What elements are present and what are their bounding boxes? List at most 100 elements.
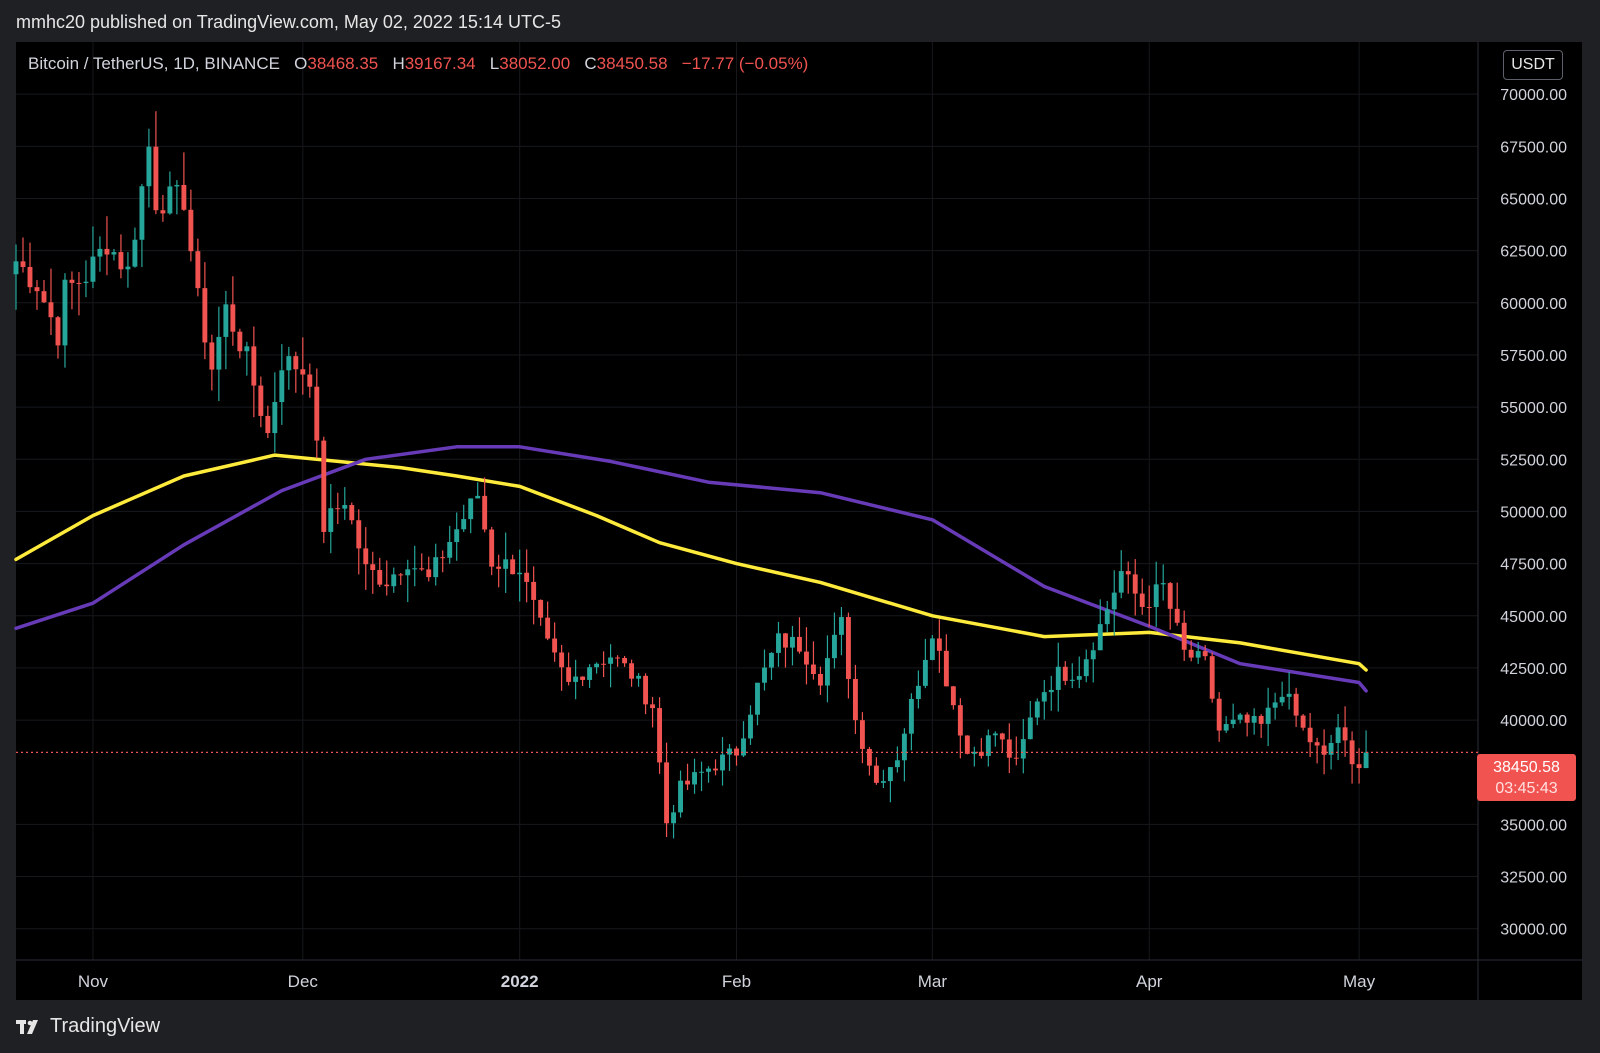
candle	[1146, 585, 1152, 627]
price-tick-label: 30000.00	[1500, 922, 1567, 939]
candle	[1293, 687, 1299, 727]
time-tick-label: 2022	[501, 972, 539, 991]
candle	[936, 619, 942, 673]
tradingview-logo-icon	[16, 1020, 38, 1034]
candle	[1160, 564, 1166, 601]
brand-name: TradingView	[50, 1015, 161, 1037]
candle	[1090, 642, 1096, 683]
candle	[195, 238, 201, 297]
candle	[41, 280, 47, 304]
candle	[209, 334, 215, 391]
candle	[496, 554, 502, 588]
candle	[901, 728, 907, 782]
candle	[615, 655, 621, 667]
candle	[790, 625, 795, 666]
price-tick-label: 62500.00	[1500, 244, 1567, 261]
candle	[321, 436, 327, 544]
time-tick-label: May	[1343, 972, 1376, 991]
candle	[517, 549, 523, 602]
candle	[783, 632, 788, 668]
candle	[1104, 601, 1110, 633]
candle	[1363, 730, 1369, 769]
candle	[314, 368, 320, 459]
candle	[1230, 703, 1236, 729]
candle	[692, 758, 697, 794]
candle	[188, 189, 194, 262]
candle	[1125, 561, 1131, 594]
candle	[678, 770, 683, 818]
candle	[1244, 712, 1250, 737]
time-tick-label: Nov	[78, 972, 109, 991]
candle	[279, 344, 285, 425]
candle	[202, 262, 208, 360]
candle	[1055, 642, 1061, 712]
candle	[985, 729, 991, 767]
candle	[475, 482, 481, 499]
candle	[146, 128, 152, 208]
candle	[824, 635, 830, 703]
ma-purple-line	[14, 445, 1368, 693]
currency-button[interactable]: USDT	[1503, 50, 1563, 80]
candle	[601, 651, 607, 678]
candlestick-chart[interactable]: 70000.00 67500.00 65000.00 62500.00 60000.00…	[0, 0, 1600, 1000]
candle	[1048, 675, 1054, 711]
price-tick-label: 35000.00	[1500, 817, 1567, 834]
candle	[838, 607, 844, 656]
low-label: L	[489, 54, 500, 73]
candle	[468, 498, 474, 534]
candle	[300, 337, 306, 395]
candle	[391, 567, 397, 593]
candle	[929, 635, 935, 661]
candle	[685, 763, 690, 790]
candle	[461, 504, 467, 532]
candle	[265, 405, 271, 439]
candle	[104, 216, 110, 276]
candle	[62, 273, 68, 368]
candle	[1265, 687, 1271, 747]
candle	[1188, 640, 1194, 662]
candle	[1069, 663, 1075, 689]
time-axis: Nov Dec 2022 Feb Mar Apr May	[78, 972, 1376, 991]
candle	[489, 526, 495, 576]
candle	[852, 664, 858, 734]
candle	[482, 477, 488, 533]
candle	[769, 652, 774, 680]
candle	[1083, 649, 1089, 683]
close-label: C	[584, 54, 597, 73]
candle	[356, 509, 362, 575]
candle	[244, 341, 250, 376]
candle	[755, 682, 760, 726]
low-value: 38052.00	[499, 54, 571, 73]
candle	[845, 612, 851, 699]
price-tick-label: 70000.00	[1500, 87, 1567, 104]
candle	[1321, 729, 1327, 775]
candle	[873, 757, 879, 785]
chart-area[interactable]	[16, 42, 1582, 1000]
candle	[776, 621, 781, 667]
candle	[643, 673, 649, 715]
candle	[454, 512, 460, 561]
candle	[272, 372, 278, 453]
price-tick-label: 67500.00	[1500, 139, 1567, 156]
candle	[307, 363, 313, 398]
candles	[13, 111, 1369, 839]
candle	[587, 664, 593, 688]
candle	[1118, 550, 1124, 599]
last-price-tag: 38450.58 03:45:43	[1477, 754, 1576, 801]
candle	[69, 271, 75, 310]
candle	[608, 644, 614, 688]
candle	[1279, 681, 1285, 706]
candle	[734, 746, 739, 766]
grid-lines	[16, 42, 1582, 1000]
candle	[230, 276, 236, 346]
candle	[510, 554, 516, 575]
candle	[349, 502, 355, 525]
last-price-label: 38450.58	[1493, 759, 1560, 776]
candle	[1020, 718, 1026, 774]
candle	[524, 549, 530, 603]
candle	[27, 242, 33, 294]
candle	[398, 572, 404, 585]
candle	[1062, 661, 1068, 686]
candle	[1237, 712, 1243, 724]
price-tick-label: 50000.00	[1500, 504, 1567, 521]
